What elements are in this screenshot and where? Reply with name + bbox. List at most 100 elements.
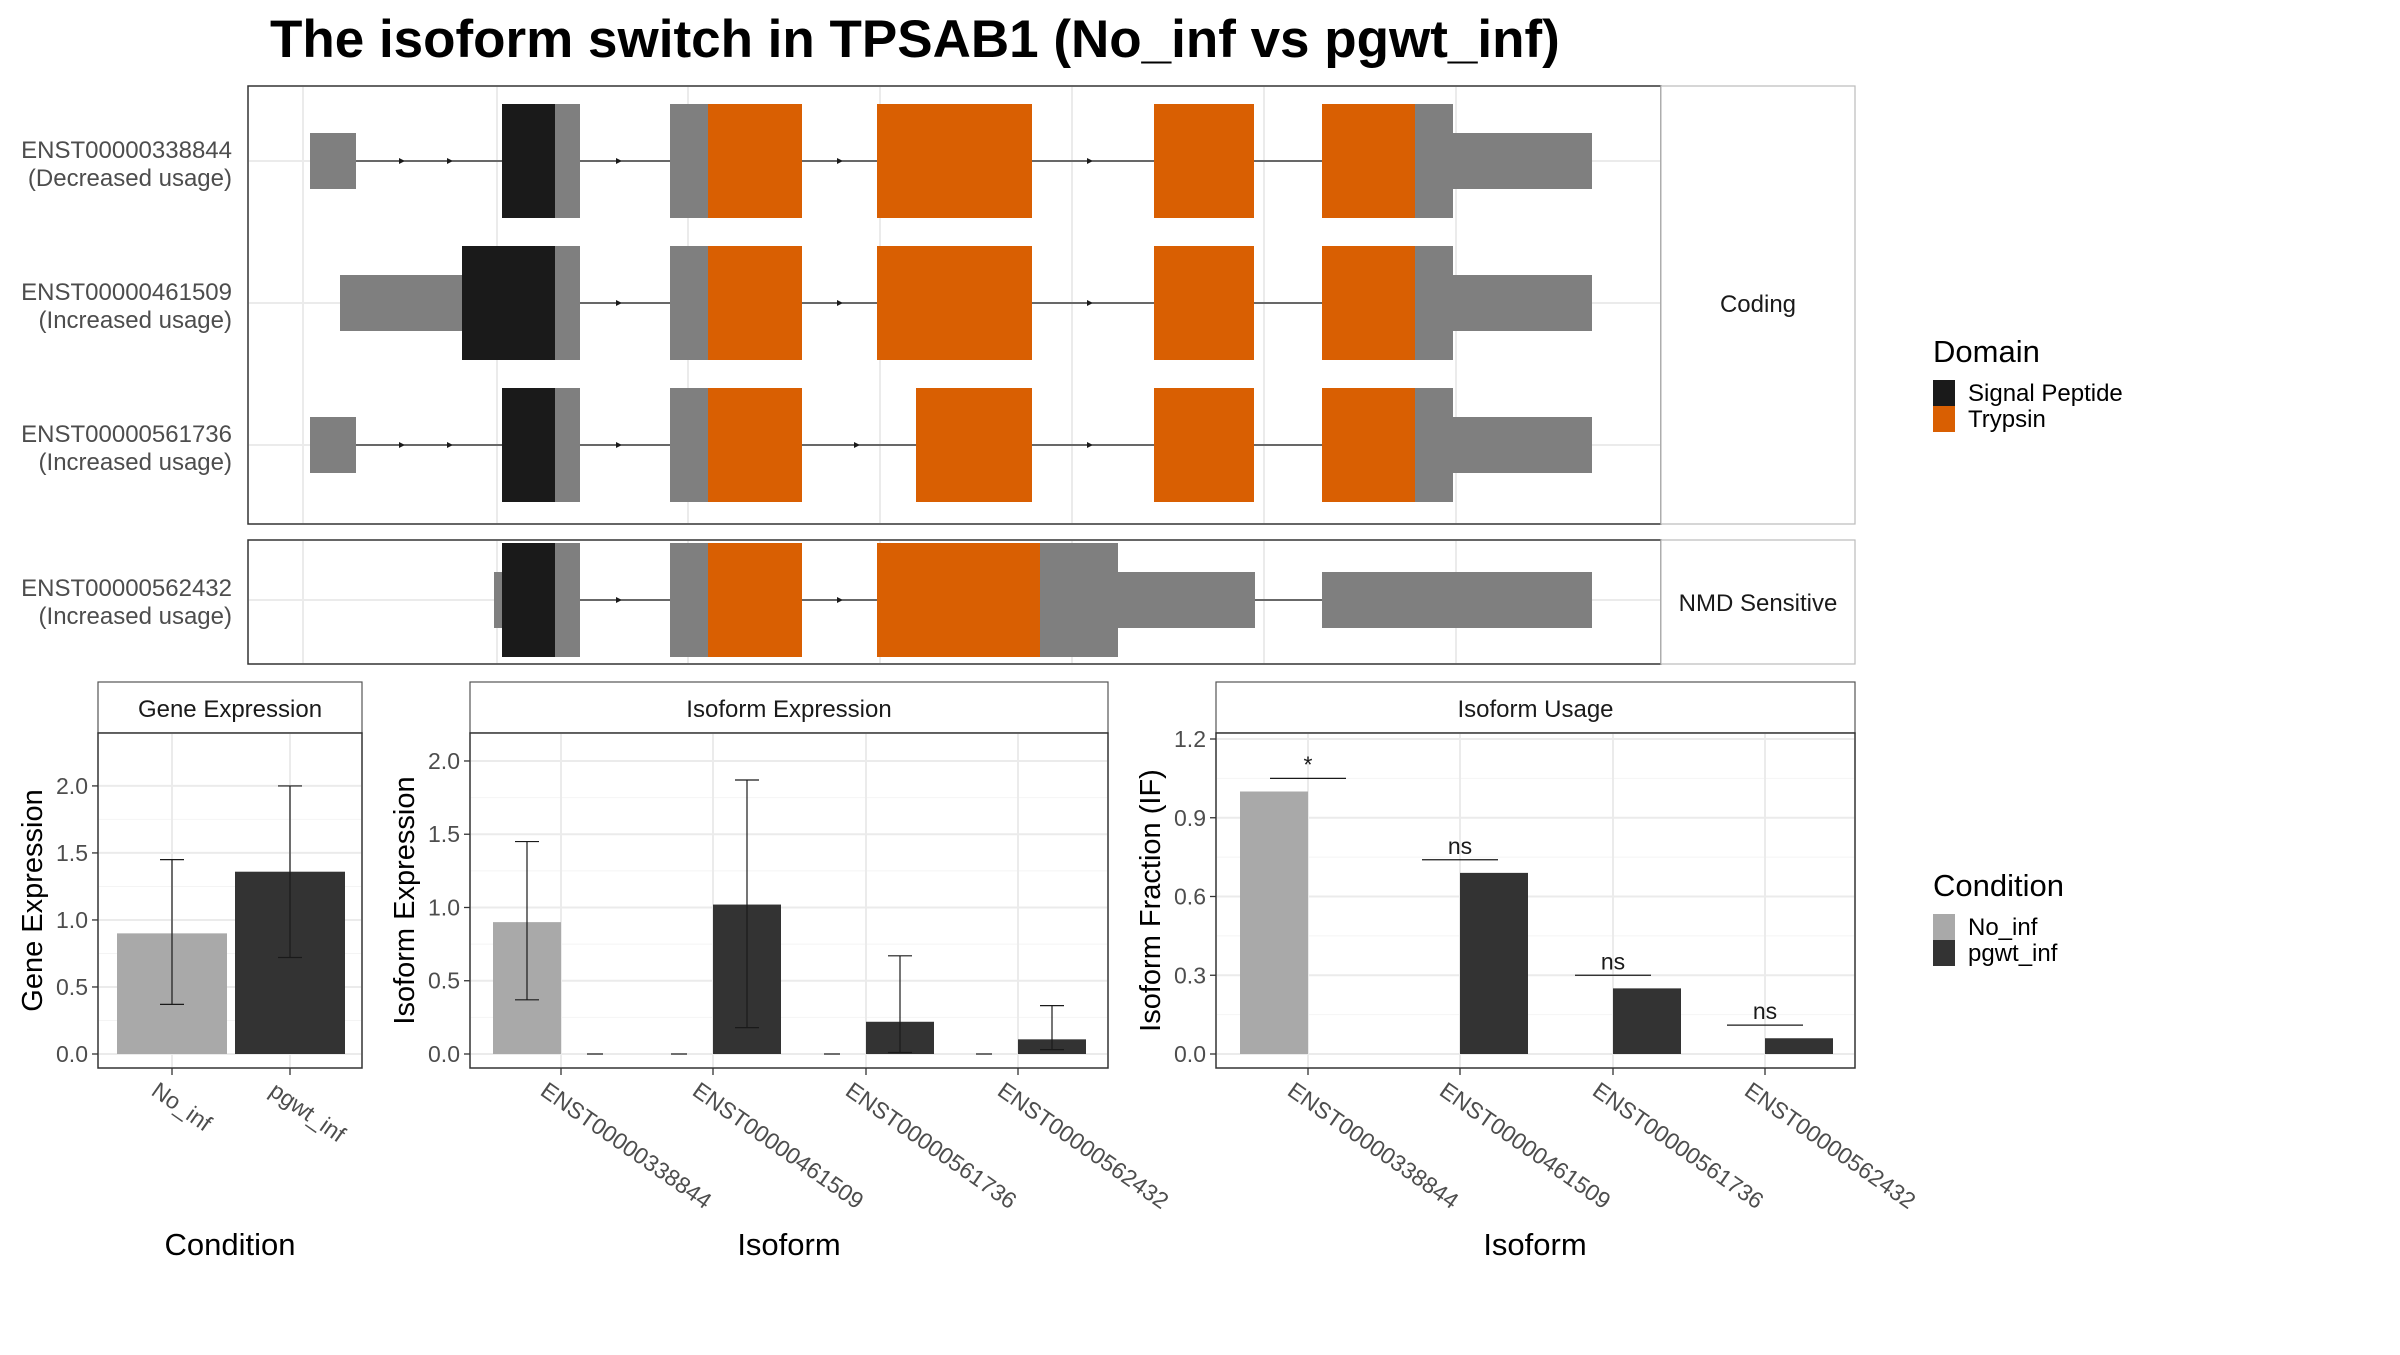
legend-key-no-inf — [1933, 914, 1955, 940]
x-axis-title: Condition — [165, 1227, 296, 1262]
trypsin-exon — [1322, 104, 1415, 218]
intron-arrow — [1087, 158, 1093, 164]
coding-exon — [670, 104, 708, 218]
chart-strip — [469, 681, 1109, 734]
signal-peptide-exon — [502, 543, 555, 657]
y-axis-title: Gene Expression — [17, 789, 49, 1011]
trypsin-exon — [1154, 388, 1254, 502]
coding-exon — [1415, 388, 1453, 502]
legend-key-signal-peptide — [1933, 380, 1955, 406]
transcript-id: ENST00000561736 — [21, 421, 232, 448]
transcript-usage: (Increased usage) — [39, 603, 232, 630]
signal-peptide-exon — [462, 246, 555, 360]
intron-arrow — [447, 442, 453, 448]
trypsin-exon — [1154, 104, 1254, 218]
utr-exon — [1112, 572, 1255, 628]
chart-strip — [97, 681, 363, 734]
y-tick-label: 0.6 — [1174, 884, 1206, 910]
chart-title: Isoform Expression — [686, 696, 891, 723]
y-tick-label: 0.9 — [1174, 805, 1206, 831]
chart-frame — [1215, 732, 1856, 1069]
y-tick-label: 1.2 — [1174, 726, 1206, 752]
y-tick-label: 0.3 — [1174, 962, 1206, 988]
x-axis-title: Isoform — [737, 1227, 840, 1262]
intron-arrow — [616, 442, 622, 448]
y-tick-label: 1.5 — [56, 840, 88, 866]
utr-exon — [340, 275, 462, 331]
coding-exon — [1415, 104, 1453, 218]
coding-strip — [1660, 85, 1856, 525]
utr-exon — [1322, 572, 1592, 628]
transcript-usage: (Decreased usage) — [28, 165, 232, 192]
bar — [1613, 988, 1681, 1054]
coding-exon — [1415, 246, 1453, 360]
condition-legend-title: Condition — [1933, 868, 2064, 903]
legend-label-pgwt-inf: pgwt_inf — [1968, 940, 2058, 967]
utr-exon — [494, 572, 502, 628]
y-tick-label: 1.0 — [56, 907, 88, 933]
legend-label-signal-peptide: Signal Peptide — [1968, 380, 2123, 407]
y-axis-title: Isoform Expression — [389, 776, 421, 1024]
y-axis-title: Isoform Fraction (IF) — [1135, 769, 1167, 1032]
x-tick-label: No_inf — [147, 1077, 217, 1137]
legend-label-no-inf: No_inf — [1968, 914, 2038, 941]
significance-label: * — [1304, 751, 1313, 777]
y-tick-label: 1.0 — [428, 894, 460, 920]
chart-panel: Isoform Usage0.00.30.60.91.2*nsnsnsENST0… — [1135, 681, 1921, 1262]
x-tick-label: pgwt_inf — [265, 1077, 351, 1148]
coding-exon — [1040, 543, 1118, 657]
chart-panel: Gene Expression 0.0 0.5 1.0 1.5 2.0 No_inf pgwt… — [17, 681, 363, 1262]
chart-strip — [1215, 681, 1856, 734]
y-tick-label: 0.0 — [1174, 1041, 1206, 1067]
coding-exon — [670, 246, 708, 360]
trypsin-exon — [708, 388, 802, 502]
intron-arrow — [399, 158, 405, 164]
intron-arrow — [1087, 300, 1093, 306]
transcript-usage: (Increased usage) — [39, 307, 232, 334]
domain-legend: Domain Signal Peptide Trypsin — [1933, 334, 2123, 433]
y-tick-label: 0.0 — [56, 1041, 88, 1067]
intron-arrow — [616, 597, 622, 603]
trypsin-exon — [1322, 388, 1415, 502]
legend-key-trypsin — [1933, 406, 1955, 432]
utr-exon — [1448, 275, 1592, 331]
intron-arrow — [1087, 442, 1093, 448]
figure-title: The isoform switch in TPSAB1 (No_inf vs … — [270, 10, 1560, 69]
utr-exon — [310, 417, 356, 473]
domain-legend-title: Domain — [1933, 334, 2040, 369]
significance-label: ns — [1601, 948, 1625, 974]
coding-exon — [670, 388, 708, 502]
nmd-strip — [1660, 539, 1856, 665]
transcript-exons — [310, 104, 1592, 657]
trypsin-exon — [916, 388, 1032, 502]
coding-exon — [555, 246, 580, 360]
intron-arrow — [837, 597, 843, 603]
trypsin-exon — [708, 543, 802, 657]
y-tick-label: 1.5 — [428, 821, 460, 847]
facet-label-nmd: NMD Sensitive — [1679, 590, 1838, 617]
trypsin-exon — [877, 104, 1032, 218]
chart-title: Isoform Usage — [1457, 696, 1613, 723]
x-axis-title: Isoform — [1483, 1227, 1586, 1262]
y-tick-label: 2.0 — [428, 748, 460, 774]
y-tick-label: 0.5 — [428, 968, 460, 994]
transcript-usage: (Increased usage) — [39, 449, 232, 476]
y-tick-label: 0.5 — [56, 974, 88, 1000]
intron-arrow — [837, 300, 843, 306]
trypsin-exon — [877, 246, 1032, 360]
chart-panel: Isoform Expression0.00.51.01.52.0ENST000… — [389, 681, 1174, 1262]
significance-label: ns — [1448, 833, 1472, 859]
y-tick-label: 2.0 — [56, 773, 88, 799]
utr-exon — [1448, 133, 1592, 189]
transcript-id: ENST00000562432 — [21, 575, 232, 602]
chart-frame — [469, 732, 1109, 1069]
signal-peptide-exon — [502, 104, 555, 218]
intron-arrow — [616, 158, 622, 164]
utr-exon — [310, 133, 356, 189]
bar — [1765, 1038, 1833, 1054]
intron-arrow — [854, 442, 860, 448]
condition-legend: Condition No_inf pgwt_inf — [1933, 868, 2064, 967]
transcript-labels: ENST00000338844 (Decreased usage) ENST00… — [21, 137, 232, 630]
